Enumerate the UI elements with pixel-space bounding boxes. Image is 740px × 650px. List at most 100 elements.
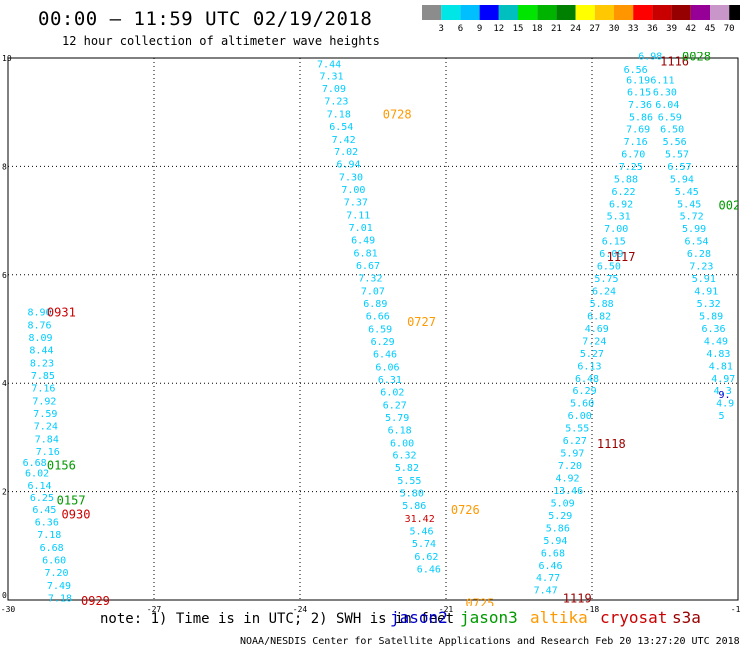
swh-value: 5.46: [410, 527, 434, 538]
time-label: 0157: [57, 494, 86, 508]
swh-value: 4.77: [536, 573, 560, 584]
swh-value: 5.75: [594, 274, 618, 285]
swh-value: 5.82: [395, 463, 419, 474]
swh-value: 5.88: [614, 174, 638, 185]
swh-value: 5.29: [548, 511, 572, 522]
swh-value: 6.46: [417, 565, 441, 576]
swh-value: 6.22: [611, 187, 635, 198]
colorbar-label: 15: [513, 24, 524, 34]
swh-value: 6.67: [356, 261, 380, 272]
colorbar-label: 45: [705, 24, 716, 34]
time-label: 1119: [563, 591, 592, 605]
swh-value: 7.49: [47, 581, 71, 592]
swh-value: 6.00: [568, 411, 592, 422]
y-tick-label: 10: [2, 54, 12, 63]
swh-value: 6.06: [375, 362, 399, 373]
colorbar-swatch: [422, 5, 442, 20]
swh-value: 6.09: [599, 249, 623, 260]
swh-value: 6.70: [621, 149, 645, 160]
swh-value: 7.25: [619, 162, 643, 173]
colorbar-swatch: [671, 5, 691, 20]
swh-value: 6.02: [25, 469, 49, 480]
swh-value: 4.69: [585, 324, 609, 335]
swh-value: 6.57: [667, 162, 691, 173]
swh-value: 7.31: [319, 71, 343, 82]
colorbar-label: 6: [458, 24, 463, 34]
swh-value: 6.32: [392, 451, 416, 462]
colorbar-label: 3: [438, 24, 443, 34]
swh-value: 7.09: [322, 84, 346, 95]
colorbar-label: 42: [685, 24, 696, 34]
swh-value: 4.83: [706, 349, 730, 360]
colorbar-swatch: [479, 5, 499, 20]
swh-value: 4.49: [704, 336, 728, 347]
y-tick-label: 2: [2, 488, 7, 497]
x-tick-label: -24: [293, 605, 308, 614]
swh-value: 7.37: [344, 198, 368, 209]
colorbar-label: 12: [493, 24, 504, 34]
colorbar-label: 9: [477, 24, 482, 34]
swh-value: 6.48: [575, 374, 599, 385]
colorbar-swatch: [441, 5, 461, 20]
swh-value: 7.18: [48, 593, 72, 604]
y-tick-label: 0: [2, 591, 7, 600]
swh-value: 6.15: [602, 237, 626, 248]
swh-value: 7.18: [327, 109, 351, 120]
swh-value: 5.86: [629, 113, 653, 124]
swh-value: 7.24: [582, 336, 606, 347]
swh-value: 6.50: [597, 262, 621, 273]
swh-value: 8.23: [30, 359, 54, 370]
swh-value: 4.9: [716, 399, 734, 410]
swh-value: 5.57: [665, 149, 689, 160]
swh-value: 5.80: [400, 489, 424, 500]
swh-value: 6.29: [573, 386, 597, 397]
swh-value: 5.86: [402, 501, 426, 512]
swh-value: 6.27: [383, 400, 407, 411]
time-label: 0028: [682, 49, 711, 63]
time-label: 0727: [407, 315, 436, 329]
swh-value: 6.82: [587, 311, 611, 322]
swh-value: 5.79: [385, 413, 409, 424]
swh-value: 6.14: [27, 481, 51, 492]
colorbar-swatch: [575, 5, 595, 20]
time-label: 0728: [383, 107, 412, 121]
swh-value: 5.55: [565, 424, 589, 435]
colorbar-swatch: [498, 5, 518, 20]
swh-value: 6.68: [541, 548, 565, 559]
swh-value: 6.36: [35, 517, 59, 528]
swh-value: 5.45: [675, 187, 699, 198]
swh-value: 6.68: [23, 458, 47, 469]
colorbar-label: 36: [647, 24, 658, 34]
swh-value: 7.16: [624, 137, 648, 148]
colorbar-label: 27: [589, 24, 600, 34]
colorbar-swatch: [633, 5, 653, 20]
x-tick-label: -21: [439, 605, 454, 614]
colorbar-label: 39: [666, 24, 677, 34]
swh-value: 5.91: [692, 274, 716, 285]
swh-value: 7.20: [45, 568, 69, 579]
page-title: 00:00 – 11:59 UTC 02/19/2018: [38, 8, 373, 30]
swh-value: 7.47: [534, 586, 558, 597]
time-label: 1117: [607, 250, 636, 264]
swh-value: 6.30: [653, 88, 677, 99]
swh-value: 5.55: [397, 476, 421, 487]
swh-value: 6.54: [329, 122, 353, 133]
swh-value: 8.76: [27, 321, 51, 332]
swh-value: 5.88: [590, 299, 614, 310]
colorbar-label: 21: [551, 24, 562, 34]
time-label: 0930: [62, 507, 91, 521]
swh-value: 6.68: [40, 543, 64, 554]
legend-cryosat: cryosat: [600, 608, 668, 627]
swh-value: 5.32: [697, 299, 721, 310]
swh-value: 7.16: [31, 384, 55, 395]
time-label: 0725: [465, 597, 494, 611]
swh-value: 7.92: [32, 397, 56, 408]
swh-value: 6.50: [660, 124, 684, 135]
swh-value: 7.84: [35, 434, 59, 445]
swh-value: 4.81: [709, 361, 733, 372]
legend-jason2: jason2: [390, 608, 448, 627]
swh-value: 7.69: [626, 124, 650, 135]
legend-s3a: s3a: [672, 608, 701, 627]
colorbar-swatch: [614, 5, 634, 20]
time-label: 1118: [597, 437, 626, 451]
